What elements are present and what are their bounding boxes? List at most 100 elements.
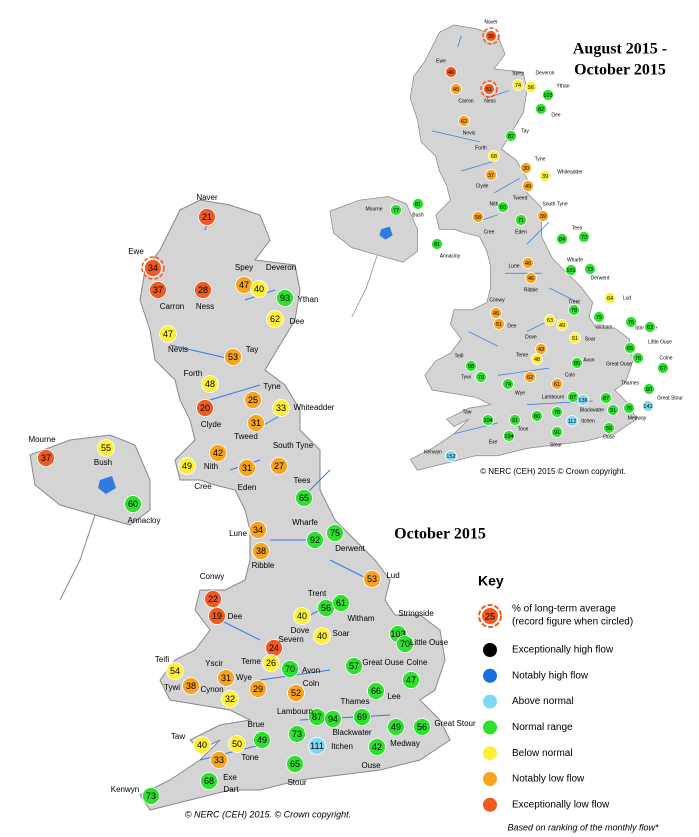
station-label: Tywi [164,683,180,692]
station-label: Taw [171,732,185,741]
station-marker [295,489,313,507]
station-value: 37 [488,173,494,179]
station-marker [584,263,596,275]
station-value: 65 [290,759,300,769]
station-value: 65 [299,493,309,503]
station-label: Dee [551,112,560,118]
station-marker [198,208,216,226]
station-marker [238,459,256,477]
station-label: Spey [235,263,253,272]
station-label: Naver [196,193,218,202]
station-value: 56 [606,426,612,432]
station-value: 49 [525,184,531,190]
station-marker [531,410,543,422]
key-label: Notably high flow [512,670,589,681]
station-marker [539,170,551,182]
station-label: Tees [294,476,311,485]
key-example-marker [482,608,498,624]
station-value: 56 [321,603,331,613]
station-label: Tywi [461,374,471,380]
station-marker [445,450,457,462]
station-marker [569,332,581,344]
station-label: Dee [507,323,516,329]
station-value: 58 [475,215,481,221]
station-marker [566,415,578,427]
record-ring [480,80,498,98]
station-marker [224,348,242,366]
station-marker [535,343,547,355]
station-value: 101 [566,268,575,274]
station-marker [505,130,517,142]
station-marker [244,391,262,409]
inset-title: August 2015 - [573,41,667,58]
station-label: Dove [291,626,310,635]
station-value: 104 [504,434,513,440]
station-value: 46 [525,261,531,267]
station-label: Ribble [252,561,275,570]
station-marker [512,79,524,91]
station-value: 103 [390,629,405,639]
station-marker [262,654,280,672]
station-marker [413,718,431,736]
station-value: 32 [225,694,235,704]
station-value: 57 [349,661,359,671]
station-value: 31 [242,463,252,473]
station-marker [272,399,290,417]
station-marker [390,204,402,216]
station-marker [159,325,177,343]
station-value: 81 [434,242,440,248]
station-value: 80 [646,387,652,393]
station-label: Kenwyn [111,785,139,794]
station-marker [515,214,527,226]
station-marker [488,150,500,162]
station-value: 77 [393,208,399,214]
station-label: Carron [160,302,184,311]
station-value: 76 [635,356,641,362]
station-label: Stringside [398,609,434,618]
station-marker [556,233,568,245]
station-marker [556,319,568,331]
station-marker [313,627,331,645]
station-label: Ribble [524,287,538,293]
station-label: Brue [248,720,265,729]
station-label: Dee [290,317,305,326]
station-marker [522,180,534,192]
station-value: 68 [491,154,497,160]
station-label: Ewe [128,247,144,256]
station-value: 47 [163,329,173,339]
station-marker [485,30,497,42]
station-marker [326,524,344,542]
station-value: 42 [213,448,223,458]
station-label: Colne [407,658,428,667]
station-value: 56 [528,85,534,91]
station-label: Wharfe [292,518,318,527]
station-value: 76 [626,406,632,412]
station-marker [542,89,554,101]
station-label: Lambourn [542,394,565,400]
station-marker [431,238,443,250]
station-label: Tone [241,753,259,762]
station-label: Clyde [201,420,222,429]
station-marker [196,399,214,417]
station-marker [493,318,505,330]
station-marker [657,362,669,374]
station-marker [324,710,342,728]
station-value: 27 [274,461,284,471]
station-label: Exe [489,439,498,445]
station-marker [600,392,612,404]
station-value: 28 [198,285,208,295]
station-label: Clyde [476,183,489,189]
station-value: 38 [186,681,196,691]
station-value: 46 [448,70,454,76]
station-value: 94 [328,714,338,724]
station-marker [250,280,268,298]
station-label: Avon [302,666,320,675]
station-value: 68 [204,776,214,786]
station-label: Little Ouse [410,638,449,647]
station-value: 62 [270,314,280,324]
station-value: 54 [170,666,180,676]
station-marker [503,430,515,442]
station-value: 136 [578,398,587,404]
station-label: Ness [484,98,496,104]
